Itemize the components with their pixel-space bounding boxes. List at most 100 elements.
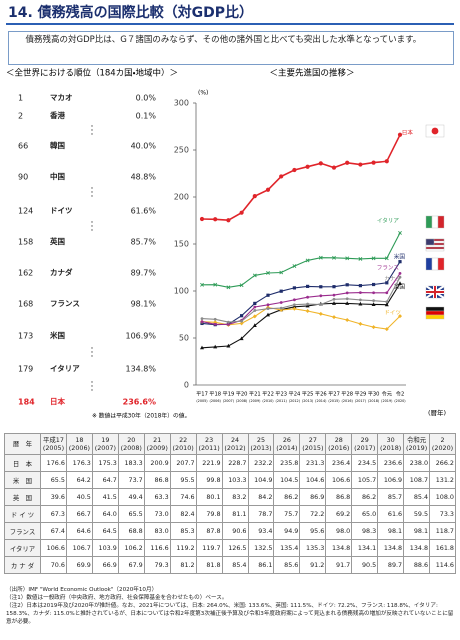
point [318,255,323,260]
rank: 1 [18,94,23,103]
table-cell: 89.7 [377,556,405,574]
column-sublabel: (2017) [354,444,376,452]
point [306,284,310,288]
flag-usa [425,238,445,252]
column-label: 23 [205,436,214,444]
series-label: 日本 [402,129,414,137]
row-label: 米 国 [4,471,41,489]
x-tick-sublabel: (2010) [262,399,274,403]
column-label: 27 [308,436,317,444]
column-label: 28 [334,436,343,444]
table-cell: 104.6 [299,471,327,489]
point [293,303,296,307]
point [371,302,376,306]
rank: 2 [18,112,23,121]
x-tick-label: 平20 [236,391,248,398]
table-cell: 234.5 [351,454,379,472]
point [213,217,218,222]
table-cell: 73.0 [143,505,171,523]
column-label: 18 [75,436,84,444]
flag-japan [425,124,445,138]
point [213,344,218,349]
point [331,165,337,170]
point [252,323,257,327]
table-cell: 98.0 [325,522,353,540]
column-header: 27 (2015) [299,433,327,455]
x-tick-sublabel: (2018) [368,399,380,403]
rank-value: 48.8% [131,173,157,182]
point [345,301,350,305]
table-cell: 66.9 [91,556,119,574]
column-header: 28 (2016) [325,433,353,455]
x-tick-sublabel: (2019) [381,399,393,403]
table-cell: 90.6 [221,522,249,540]
summary: 債務残高の対GDP比は、G７諸国のみならず、その他の諸外国と比べても突出した水準… [8,31,454,65]
table-cell: 104.9 [247,471,275,489]
table-row: 米 国 65.5 64.2 64.7 73.7 86.8 95.5 99.8 103.3 104.… [4,471,456,489]
table-cell: 40.5 [65,488,93,506]
row-label: ド イ ツ [4,505,41,523]
column-sublabel: (2009) [146,444,168,452]
rank-value: 61.6% [131,207,157,216]
table-cell: 161.8 [429,539,456,557]
y-tick-label: 0 [184,381,189,390]
point [306,295,309,299]
table-cell: 236.4 [325,454,353,472]
table-cell: 95.6 [299,522,327,540]
corner-cell: 暦 年 [4,433,41,455]
table-cell: 108.0 [429,488,456,506]
x-tick-sublabel: (2009) [249,399,261,403]
point [292,286,296,290]
point [345,317,350,322]
note: （出所）IMF "World Economic Outlook"（2020年10… [6,587,158,593]
column-label: 22 [179,436,188,444]
table-cell: 85.4 [403,488,431,506]
table-cell: 98.1 [377,522,405,540]
table-cell: 134.8 [377,539,405,557]
table-cell: 39.6 [40,488,67,506]
point [266,271,270,275]
table-cell: 82.4 [169,505,197,523]
x-tick-sublabel: (2006) [210,399,222,403]
point [279,174,284,179]
column-sublabel: (2008) [120,444,142,452]
x-tick-sublabel: (2014) [315,399,327,403]
column-header: 令和元 (2019) [403,433,431,455]
table-cell: 95.5 [169,471,197,489]
column-header: 19 (2007) [91,433,119,455]
ranking-heading: ＜全世界における順位（184カ国・地域中）＞ [6,68,178,79]
table-cell: 118.7 [429,522,456,540]
table-cell: 135.4 [273,539,301,557]
row-label: フランス [4,522,41,540]
country: 日本 [50,396,65,406]
column-sublabel: (2010) [172,444,194,452]
table-cell: 106.7 [65,539,93,557]
country: ドイツ [50,206,73,215]
table-cell: 78.7 [247,505,275,523]
point [398,272,402,275]
rank: 179 [18,365,33,374]
rank-value: 85.7% [131,238,157,247]
rank: 162 [18,269,33,278]
country: イタリア [50,363,80,373]
point [345,160,350,165]
table-cell: 98.3 [351,522,379,540]
point [359,291,362,294]
table-cell: 99.8 [195,471,223,489]
chart-title: ＜主要先進国の推移＞ [269,68,354,79]
x-tick-sublabel: (2012) [289,399,301,403]
series-line [201,277,401,323]
series-label: カナダ [384,275,401,283]
point [397,132,403,137]
point [227,320,230,324]
rank: 158 [18,238,33,247]
point [292,167,297,173]
point [319,285,323,289]
point [226,218,231,223]
country: フランス [50,299,80,308]
point [372,299,375,303]
table-cell: 65.5 [40,471,67,489]
table-cell: 69.2 [325,505,353,523]
point [345,256,350,261]
x-tick-sublabel: (2008) [236,399,248,403]
